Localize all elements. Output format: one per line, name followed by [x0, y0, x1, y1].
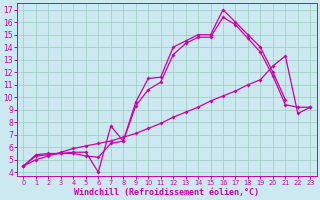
X-axis label: Windchill (Refroidissement éolien,°C): Windchill (Refroidissement éolien,°C) — [74, 188, 260, 197]
